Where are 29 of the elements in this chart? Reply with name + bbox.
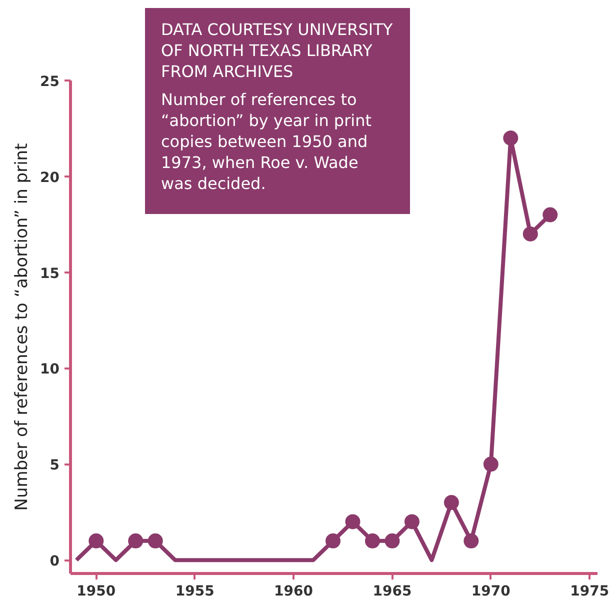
point <box>522 226 538 242</box>
x-tick-label: 1960 <box>274 584 314 600</box>
x-tick-label: 1955 <box>175 584 214 600</box>
point <box>345 514 360 530</box>
point <box>404 514 420 530</box>
y-tick-label: 0 <box>50 554 60 570</box>
y-tick-label: 25 <box>40 74 60 90</box>
point <box>326 533 341 548</box>
point <box>364 533 380 548</box>
annotation: Number of references to “abortion” by year in print copies between 1950 and 1973, when Roe v. Wade was decided. <box>161 90 373 194</box>
point <box>464 533 479 548</box>
point <box>483 456 498 472</box>
y-tick-label: 20 <box>40 170 60 186</box>
x-tick-label: 1950 <box>76 584 116 600</box>
y-axis-title: Number of references to “abortion” in print <box>12 142 32 511</box>
point <box>542 207 558 222</box>
y-tick-label: 15 <box>40 266 60 282</box>
point <box>148 533 163 548</box>
point <box>503 130 518 146</box>
point <box>444 495 459 510</box>
point <box>384 533 400 548</box>
y-tick-label: 10 <box>40 362 60 378</box>
y-tick-label: 5 <box>50 458 60 474</box>
x-tick-label: 1970 <box>471 584 511 600</box>
x-tick-label: 1965 <box>372 584 412 600</box>
annotation: DATA COURTESY UNIVERSITY OF NORTH TEXAS LIBRARY FROM ARCHIVES <box>161 20 394 82</box>
point <box>128 533 144 548</box>
point <box>88 533 104 548</box>
x-tick-label: 1975 <box>570 584 610 600</box>
